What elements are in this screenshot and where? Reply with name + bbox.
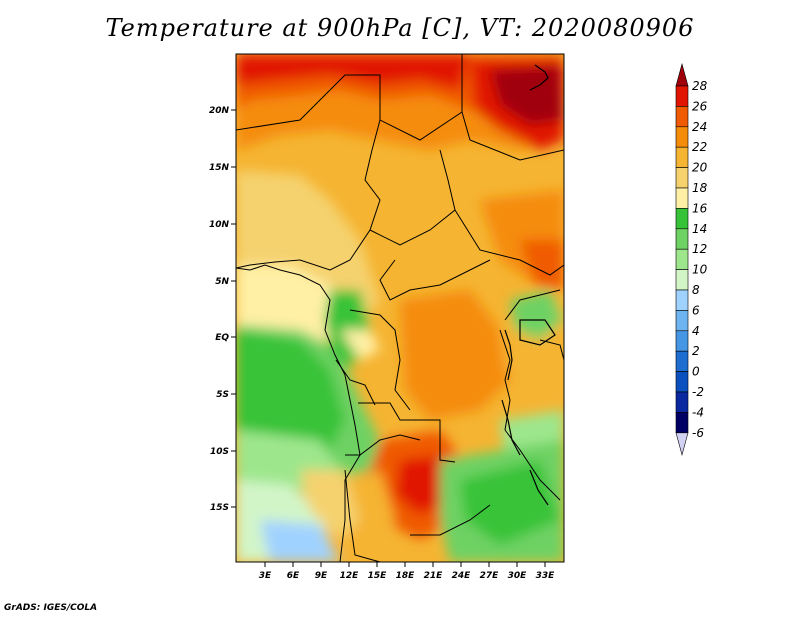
colorbar-label: -6 — [692, 426, 704, 440]
colorbar-label: 16 — [692, 201, 708, 215]
colorbar-top-arrow — [675, 62, 689, 87]
colorbar-bin — [675, 167, 689, 189]
colorbar-bin — [675, 106, 689, 128]
colorbar-label: 0 — [692, 365, 700, 379]
lat-label: 10S — [210, 447, 229, 457]
lat-axis: 20N 15N 10N 5N EQ 5S 10S 15S — [209, 106, 236, 513]
colorbar-bin — [675, 289, 689, 311]
country-borders — [236, 54, 564, 562]
colorbar-bin — [675, 85, 689, 107]
chart-title: Temperature at 900hPa [C], VT: 202008090… — [105, 14, 695, 42]
lon-label: 12E — [340, 571, 360, 581]
colorbar-bin — [675, 412, 689, 434]
temperature-field — [236, 54, 564, 562]
colorbar-label: -2 — [692, 385, 704, 399]
lon-label: 18E — [396, 571, 416, 581]
lat-label: 15N — [209, 163, 230, 173]
lon-label: 6E — [287, 571, 300, 581]
colorbar-label: 18 — [692, 181, 708, 195]
lon-axis: 3E 6E 9E 12E 15E 18E 21E 24E 27E 30E 33E — [259, 562, 555, 581]
lon-label: 33E — [536, 571, 556, 581]
colorbar-label: 12 — [692, 242, 707, 256]
colorbar-bin — [675, 187, 689, 209]
lon-label: 3E — [259, 571, 272, 581]
colorbar-label: 24 — [692, 120, 707, 134]
lon-label: 9E — [315, 571, 328, 581]
lat-label: 10N — [209, 220, 230, 230]
colorbar-bin — [675, 310, 689, 332]
colorbar-bin — [675, 208, 689, 230]
colorbar-bin — [675, 248, 689, 270]
colorbar-label: 14 — [692, 222, 707, 236]
colorbar-label: 28 — [692, 79, 708, 93]
colorbar-label: 20 — [692, 161, 708, 175]
colorbar-label: 8 — [692, 283, 700, 297]
colorbar-label: 22 — [692, 140, 707, 154]
lat-label: 5N — [215, 277, 229, 287]
colorbar-label: 6 — [692, 303, 700, 317]
lon-label: 24E — [452, 571, 472, 581]
colorbar-bin — [675, 228, 689, 250]
lon-label: 15E — [368, 571, 388, 581]
colorbar-bin — [675, 126, 689, 148]
coastline — [236, 264, 361, 562]
colorbar-bin — [675, 269, 689, 291]
colorbar-label: 4 — [692, 324, 700, 338]
lat-label: EQ — [215, 333, 229, 343]
colorbar-bottom-arrow — [675, 432, 689, 456]
colorbar-bin — [675, 350, 689, 372]
colorbar-label: 2 — [692, 344, 700, 358]
lat-label: 15S — [210, 503, 229, 513]
colorbar-label: 26 — [692, 99, 708, 113]
colorbar-bin — [675, 330, 689, 352]
colorbar-label: -4 — [692, 405, 704, 419]
map-frame — [235, 53, 565, 563]
lon-label: 27E — [480, 571, 500, 581]
credit-text: GrADS: IGES/COLA — [4, 603, 98, 613]
colorbar-label: 10 — [692, 263, 708, 277]
colorbar-bin — [675, 146, 689, 168]
lon-label: 30E — [508, 571, 528, 581]
colorbar-bin — [675, 371, 689, 393]
lon-label: 21E — [424, 571, 444, 581]
lakes — [501, 64, 556, 506]
colorbar-bin — [675, 391, 689, 413]
lat-label: 5S — [216, 390, 229, 400]
lat-label: 20N — [209, 106, 230, 116]
